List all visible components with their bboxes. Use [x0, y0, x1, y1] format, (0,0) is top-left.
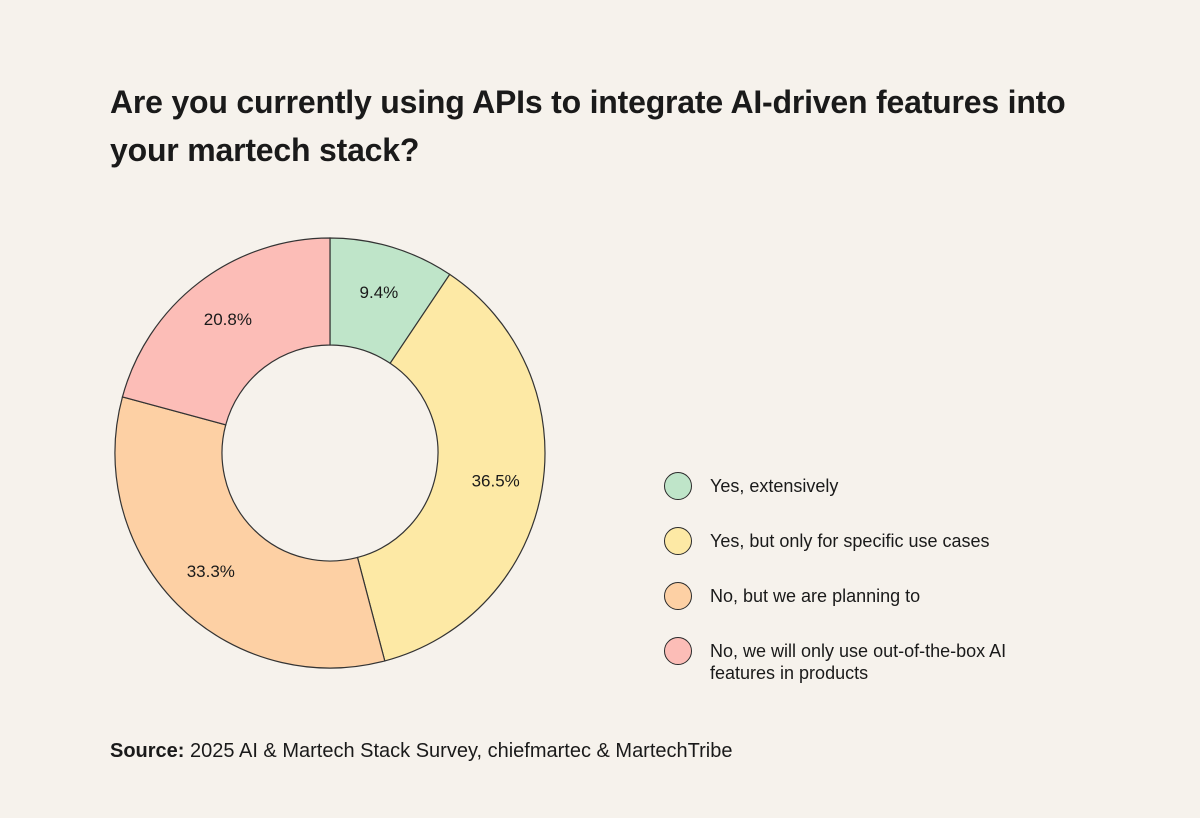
legend-item-yes-but-only-for-specific-use-cases: Yes, but only for specific use cases	[664, 527, 1084, 555]
legend-label: Yes, but only for specific use cases	[710, 531, 990, 551]
slice-label-yes-but-only-for-specific-use-cases: 36.5%	[472, 471, 520, 490]
slice-label-no-but-we-are-planning-to: 33.3%	[187, 562, 235, 581]
legend-item-no-but-we-are-planning-to: No, but we are planning to	[664, 582, 1084, 610]
chart-legend: Yes, extensively Yes, but only for specif…	[664, 472, 1084, 714]
donut-slice-yes-but-only-for-specific-use-cases	[356, 273, 546, 662]
legend-label: No, we will only use out-of-the-box AI f…	[710, 641, 1007, 683]
legend-swatch-circle-icon	[664, 472, 692, 500]
legend-label: Yes, extensively	[710, 476, 839, 496]
slice-label-yes-extensively: 9.4%	[360, 283, 399, 302]
legend-swatch-circle-icon	[664, 527, 692, 555]
legend-swatch-circle-icon	[664, 582, 692, 610]
legend-swatch-circle-icon	[664, 637, 692, 665]
source-label: Source:	[110, 740, 185, 762]
donut-chart: 9.4% 36.5% 33.3% 20.8%	[114, 237, 546, 669]
source-note: Source: 2025 AI & Martech Stack Survey, …	[110, 740, 732, 763]
donut-slice-no-we-will-only-use-out-of-the-box-ai-features-in-products	[121, 237, 331, 426]
chart-title: Are you currently using APIs to integrat…	[110, 84, 1066, 168]
legend-label: No, but we are planning to	[710, 586, 921, 606]
slice-label-no-we-will-only-use-out-of-the-box-ai-features-in-products: 20.8%	[204, 310, 252, 329]
source-text: 2025 AI & Martech Stack Survey, chiefmar…	[190, 740, 733, 762]
legend-item-no-we-will-only-use-out-of-the-box-ai-features-in-products: No, we will only use out-of-the-box AI f…	[664, 637, 1084, 684]
legend-item-yes-extensively: Yes, extensively	[664, 472, 1084, 500]
donut-slice-no-but-we-are-planning-to	[114, 396, 386, 669]
